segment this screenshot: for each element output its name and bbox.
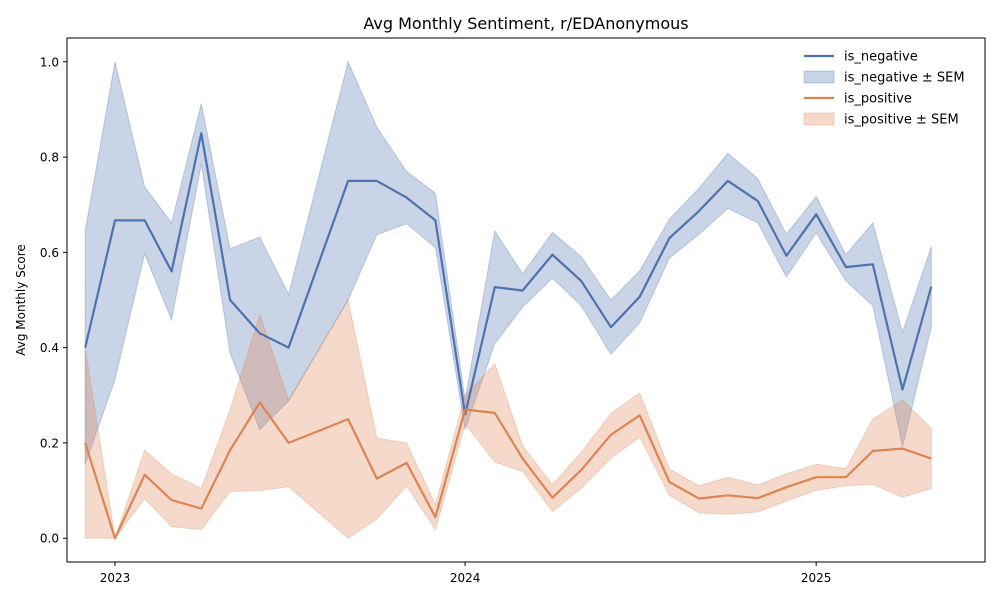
sem-bands: [84, 60, 932, 539]
series-lines: [84, 132, 933, 540]
chart-title: Avg Monthly Sentiment, r/EDAnonymous: [363, 14, 688, 33]
x-tick-label: 2024: [450, 571, 481, 585]
sem-band-is-positive: [84, 298, 932, 539]
legend: is_negative is_negative ± SEM is_positivei…: [803, 50, 965, 128]
legend-label-is-positive: is_positive: [844, 92, 912, 107]
y-tick-label: 0.4: [40, 341, 59, 355]
y-tick-label: 0.2: [40, 436, 59, 450]
series-line-is-positive: [84, 401, 932, 540]
y-tick-label: 0.6: [40, 246, 59, 260]
series-line-is-negative: [84, 132, 933, 416]
legend-label-is-negative: is_negative: [844, 50, 918, 65]
legend-swatch-is-positive-sem: [803, 112, 835, 126]
y-tick-label: 0.0: [40, 532, 59, 546]
y-axis: 0.0 0.2 0.4 0.6 0.8 1.0: [40, 55, 67, 546]
y-axis-label: Avg Monthly Score: [14, 244, 28, 356]
plot-frame: [66, 37, 986, 563]
legend-label-is-negative-sem: is_negative ± SEM: [844, 71, 965, 86]
legend-swatch-is-negative-sem: [803, 70, 835, 84]
x-axis: 2023 2024 2025: [100, 562, 832, 585]
x-tick-label: 2025: [801, 571, 832, 585]
legend-label-is-positive-sem: is_positive ± SEM: [844, 113, 959, 128]
y-tick-label: 1.0: [40, 55, 59, 69]
y-tick-label: 0.8: [40, 151, 59, 165]
sem-band-is-negative: [84, 60, 932, 465]
x-tick-label: 2023: [100, 571, 131, 585]
